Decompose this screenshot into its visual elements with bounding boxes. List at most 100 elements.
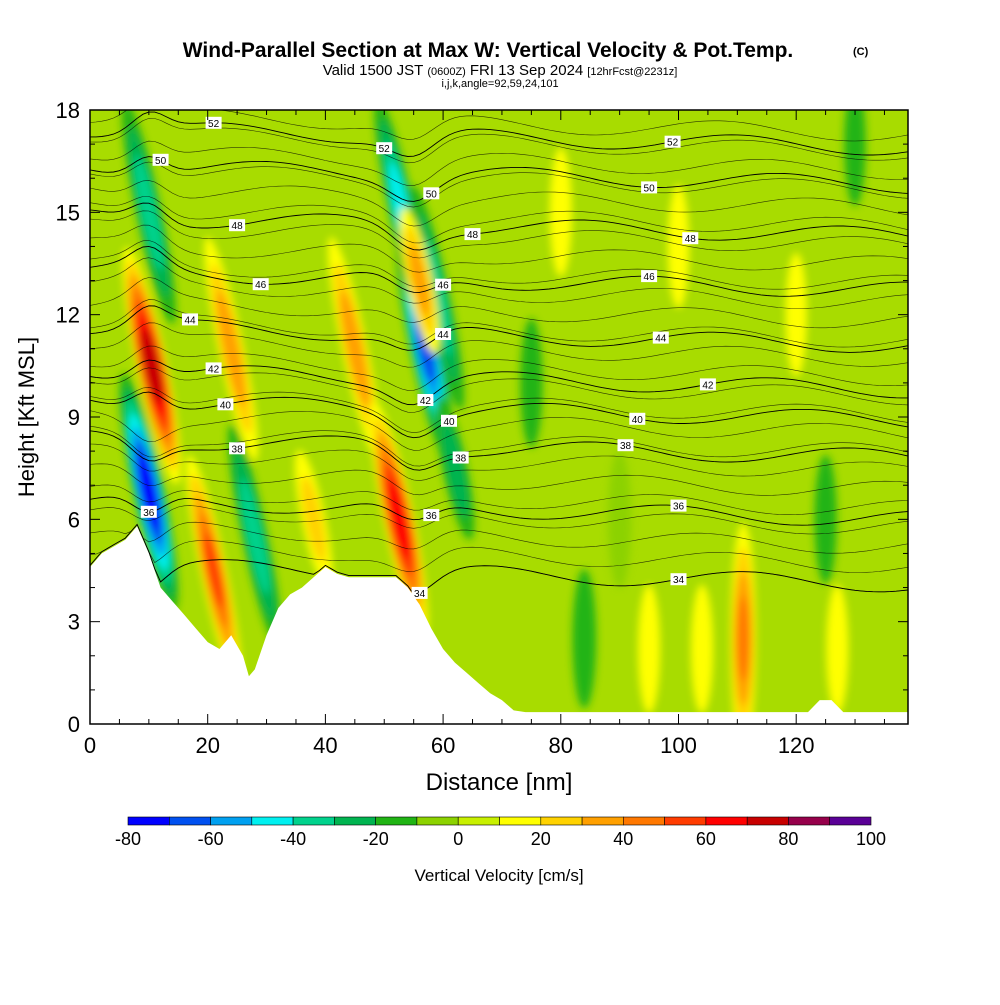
velocity-cell-17-0 [690, 584, 714, 714]
theta-contour-minor [90, 299, 908, 348]
contour-label-bg [417, 394, 434, 406]
contour-label-bg [452, 451, 469, 464]
contour-label-46: 46 [252, 278, 269, 291]
colorbar-swatch [292, 816, 335, 826]
colorbar-swatch [210, 816, 253, 826]
velocity-cell-11-2 [422, 239, 452, 356]
velocity-cell-23-0 [607, 450, 632, 589]
colorbar-swatch [416, 816, 459, 826]
contour-label-bg [182, 313, 198, 326]
contour-label-bg [229, 219, 246, 232]
contour-label-text: 36 [673, 502, 685, 513]
contour-label-text: 38 [232, 444, 244, 455]
contour-label-text: 44 [184, 315, 196, 326]
theta-contour-minor [90, 521, 908, 554]
theta-contour-minor [90, 426, 908, 467]
contour-label-bg [670, 499, 687, 512]
theta-contour-52 [90, 111, 908, 157]
contour-label-bg [441, 414, 457, 427]
colorbar-swatch [705, 816, 748, 826]
velocity-cell-20-0 [667, 184, 690, 309]
contour-label-bg [641, 181, 658, 194]
contour-label-34: 34 [670, 573, 687, 586]
contour-label-50: 50 [152, 153, 169, 167]
contour-label-48: 48 [464, 228, 481, 241]
theta-contour-minor [90, 257, 908, 309]
velocity-cell-2-2 [134, 154, 164, 271]
theta-contour-minor [90, 484, 908, 516]
contour-label-42: 42 [699, 378, 716, 391]
colorbar-tick-label: 100 [856, 829, 886, 849]
theta-contour-46 [90, 245, 908, 297]
contour-label-50: 50 [641, 181, 658, 194]
contour-label-40: 40 [629, 412, 646, 426]
colorbar-tick-label: -40 [280, 829, 306, 849]
theta-contour-minor [90, 505, 908, 535]
contour-label-36: 36 [423, 509, 440, 522]
contour-label-text: 44 [655, 334, 667, 345]
contour-label-text: 50 [155, 156, 167, 167]
x-tick-label: 120 [778, 733, 815, 758]
theta-contour-minor [90, 410, 908, 451]
contour-label-38: 38 [229, 442, 246, 455]
theta-contour-minor [90, 386, 908, 434]
colorbar-tick-label: 80 [778, 829, 798, 849]
y-tick-label: 9 [68, 405, 80, 430]
contour-label-42: 42 [417, 394, 434, 407]
contour-label-48: 48 [229, 219, 246, 232]
velocity-cell-3-4 [203, 533, 224, 608]
theta-contour-labels: 34 34 36 36 36 38 38 38 40 40 40 42 42 42 44 44 44 46 46 46… [140, 116, 716, 600]
colorbar-tick-label: -20 [363, 829, 389, 849]
velocity-cell-25-0 [844, 110, 866, 207]
contour-label-46: 46 [435, 278, 452, 292]
contour-label-50: 50 [423, 187, 440, 200]
contour-label-44: 44 [435, 328, 452, 341]
chart-title-mark: (C) [853, 46, 869, 58]
contour-label-bg [205, 116, 222, 129]
contour-label-bg [641, 270, 658, 283]
colorbar-tick-label: 20 [531, 829, 551, 849]
colorbar-swatch [746, 816, 789, 826]
colorbar-tick-label: 0 [453, 829, 463, 849]
contour-label-text: 36 [143, 508, 155, 519]
contour-label-text: 50 [644, 183, 656, 194]
velocity-cell-19-0 [549, 147, 572, 277]
y-tick-label: 18 [56, 98, 80, 123]
velocity-cell-15-0 [572, 569, 597, 709]
theta-contour-minor [90, 110, 908, 142]
x-axis-label: Distance [nm] [426, 769, 573, 796]
contour-label-text: 50 [426, 189, 438, 200]
colorbar-swatch [457, 816, 500, 826]
y-tick-label: 12 [56, 303, 80, 328]
colorbar-swatch [622, 816, 665, 826]
velocity-cell-5-2 [240, 478, 270, 595]
contour-label-bg [435, 328, 452, 340]
velocity-cell-12-2 [409, 244, 430, 317]
contour-label-text: 46 [644, 272, 656, 283]
subtitle-valid-time: Valid 1500 JST [323, 62, 424, 79]
contour-label-36: 36 [140, 505, 157, 519]
velocity-cell-6-2 [340, 290, 370, 407]
colorbar-swatch [499, 816, 542, 826]
colorbar-swatch [169, 816, 211, 826]
x-tick-label: 40 [313, 733, 337, 758]
velocity-cell-18-0 [826, 584, 849, 714]
velocity-cell-9-5 [415, 314, 436, 383]
colorbar-tick-label: 60 [696, 829, 716, 849]
contour-label-bg [217, 398, 234, 411]
contour-label-text: 48 [685, 234, 697, 245]
velocity-cell-22-0 [520, 318, 543, 448]
velocity-cell-21-0 [785, 252, 807, 377]
contour-label-bg [617, 439, 634, 452]
subtitle-date: FRI 13 Sep 2024 [470, 62, 583, 79]
theta-contour-50 [90, 156, 908, 202]
contour-label-text: 38 [455, 454, 467, 465]
theta-contour-minor [90, 224, 908, 273]
contour-label-bg [435, 278, 452, 291]
chart-title: Wind-Parallel Section at Max W: Vertical… [183, 39, 794, 62]
contour-label-text: 38 [620, 441, 632, 452]
velocity-cell-8-5 [387, 478, 411, 561]
contour-label-44: 44 [182, 313, 198, 326]
